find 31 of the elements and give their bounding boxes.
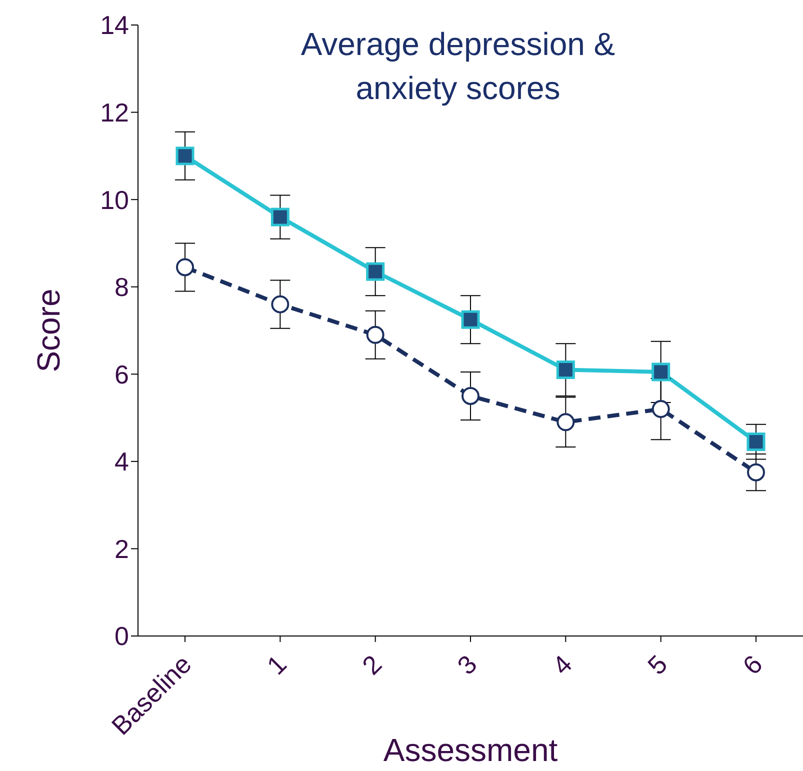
x-tick-label: 2 <box>356 649 388 680</box>
y-axis-title: Score <box>30 288 66 372</box>
text: Average depression & anxiety scores <box>300 25 616 108</box>
y-tick-label: 8 <box>114 272 129 302</box>
point <box>271 295 290 314</box>
x-tick-label: 3 <box>451 649 483 680</box>
point <box>270 208 290 226</box>
y-tick-label: 14 <box>100 10 129 40</box>
x-tick-label: 1 <box>260 649 292 680</box>
x-tick-label: 4 <box>546 649 578 680</box>
point <box>652 400 670 418</box>
point <box>556 360 575 380</box>
y-tick-label: 0 <box>114 621 129 652</box>
point <box>461 310 480 329</box>
x-tick-label: 5 <box>642 649 674 680</box>
y-tick-label: 6 <box>114 359 129 390</box>
point <box>366 326 384 344</box>
point <box>176 146 194 166</box>
point <box>366 262 385 281</box>
point <box>747 463 765 482</box>
point <box>462 386 480 405</box>
y-tick-label: 2 <box>114 534 129 564</box>
point <box>746 432 766 452</box>
point <box>652 362 670 382</box>
y-tick-label: 4 <box>114 446 129 477</box>
x-tick-label: 6 <box>736 649 768 680</box>
point <box>176 258 194 276</box>
point <box>556 413 575 432</box>
x-axis-title: Assessment <box>383 732 558 768</box>
y-tick-label: 10 <box>100 184 129 215</box>
y-tick-label: 12 <box>100 98 129 128</box>
